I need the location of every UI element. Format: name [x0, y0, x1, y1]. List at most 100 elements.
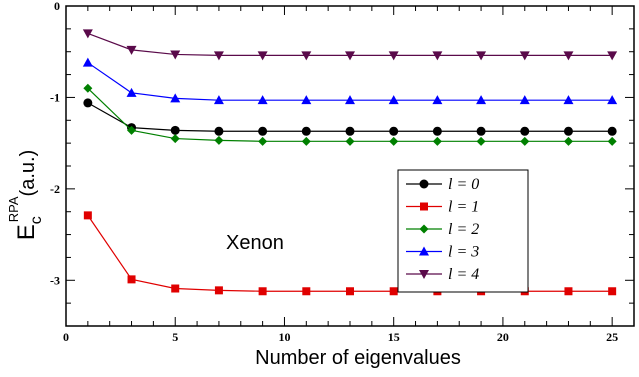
data-point-l0	[432, 126, 442, 136]
data-point-l0	[214, 126, 224, 136]
legend-label: l = 2	[448, 221, 479, 238]
legend-swatch-marker	[419, 224, 429, 234]
legend-item-l1: l = 1	[406, 199, 479, 216]
series-layer	[82, 29, 618, 296]
data-point-l0	[476, 126, 486, 136]
data-point-l4	[432, 51, 443, 61]
data-point-l0	[345, 126, 355, 136]
data-point-l3	[345, 95, 355, 105]
legend-label: l = 0	[448, 176, 479, 193]
data-point-l3	[563, 95, 574, 105]
data-point-l2	[83, 83, 93, 93]
data-point-l2	[520, 136, 530, 146]
x-tick-label: 25	[606, 330, 618, 344]
data-point-l3	[519, 95, 530, 105]
y-axis-title-unit: (a.u.)	[17, 150, 39, 197]
data-point-l4	[607, 51, 618, 61]
data-point-l4	[388, 51, 399, 61]
x-tick-label: 10	[278, 330, 290, 344]
x-tick-label: 20	[497, 330, 509, 344]
y-tick-label: 0	[54, 0, 60, 13]
y-axis-title-main: E	[13, 224, 40, 240]
data-point-l1	[608, 287, 617, 296]
data-point-l0	[607, 126, 617, 136]
series-l0	[83, 98, 617, 136]
data-point-l4	[213, 51, 224, 61]
legend-item-l3: l = 3	[406, 244, 479, 261]
axis-tick-labels: 0 5 10 15 20 25 0 -1 -2 -3	[50, 0, 618, 344]
data-point-l0	[170, 125, 180, 135]
data-point-l1	[127, 275, 136, 284]
legend-swatch-marker	[419, 246, 429, 256]
y-axis-title-sub: c	[28, 216, 45, 224]
data-point-l4	[126, 45, 137, 55]
data-point-l4	[170, 50, 181, 60]
data-point-l1	[214, 286, 223, 295]
x-tick-label: 15	[388, 330, 400, 344]
legend-label: l = 1	[448, 199, 479, 216]
legend-item-l2: l = 2	[406, 221, 479, 238]
y-tick-label: -2	[50, 182, 60, 196]
data-point-l3	[170, 93, 181, 103]
series-l2	[83, 83, 617, 146]
legend-item-l0: l = 0	[406, 176, 479, 193]
data-point-l1	[258, 287, 267, 296]
data-point-l3	[476, 95, 487, 105]
data-point-l0	[301, 126, 311, 136]
y-tick-label: -3	[50, 273, 60, 287]
x-tick-label: 0	[63, 330, 69, 344]
legend-swatch-marker	[419, 179, 429, 189]
legend-item-l4: l = 4	[406, 266, 479, 283]
legend-label: l = 4	[448, 266, 479, 283]
data-point-l0	[520, 126, 530, 136]
y-tick-label: -1	[50, 90, 60, 104]
data-point-l3	[607, 95, 618, 105]
data-point-l3	[301, 95, 312, 105]
series-line-l1	[87, 215, 613, 292]
data-point-l0	[83, 98, 93, 108]
data-point-l4	[519, 51, 530, 61]
data-point-l4	[82, 29, 93, 39]
y-axis-title-sup: RPA	[6, 196, 21, 222]
y-axis-title: Ec RPA(a.u.)	[6, 150, 45, 240]
data-point-l0	[389, 126, 399, 136]
data-point-l2	[607, 136, 617, 146]
series-l1	[83, 211, 617, 296]
data-point-l0	[563, 126, 573, 136]
data-point-l2	[563, 136, 573, 146]
svg-text:EcRPA(a.u.): Ec RPA(a.u.)	[6, 150, 45, 240]
data-point-l4	[476, 51, 487, 61]
series-l3	[82, 57, 618, 105]
data-point-l3	[432, 95, 443, 105]
data-point-l4	[563, 51, 574, 61]
data-point-l2	[476, 136, 486, 146]
data-point-l2	[301, 136, 311, 146]
data-point-l1	[171, 284, 180, 293]
x-tick-label: 5	[172, 330, 178, 344]
legend-label: l = 3	[448, 244, 479, 261]
legend: l = 0 l = 1 l = 2 l = 3 l = 4	[397, 169, 529, 293]
data-point-l1	[346, 287, 354, 296]
data-point-l2	[258, 136, 268, 146]
data-point-l2	[214, 135, 224, 145]
data-point-l2	[170, 134, 180, 144]
data-point-l1	[389, 287, 398, 296]
data-point-l1	[83, 211, 92, 220]
data-point-l4	[345, 51, 355, 61]
data-point-l0	[258, 126, 268, 136]
data-point-l3	[126, 87, 137, 97]
data-point-l3	[388, 95, 399, 105]
legend-swatch-marker	[419, 270, 429, 279]
data-point-l1	[564, 287, 573, 296]
data-point-l2	[432, 136, 442, 146]
axis-ticks	[65, 5, 635, 327]
data-point-l3	[82, 57, 93, 67]
data-point-l1	[302, 287, 311, 296]
legend-box	[397, 169, 529, 293]
data-point-l3	[213, 95, 224, 105]
data-point-l2	[127, 125, 137, 135]
element-annotation: Xenon	[226, 232, 284, 254]
legend-swatch-marker	[420, 202, 428, 211]
x-axis-title: Number of eigenvalues	[255, 347, 461, 369]
